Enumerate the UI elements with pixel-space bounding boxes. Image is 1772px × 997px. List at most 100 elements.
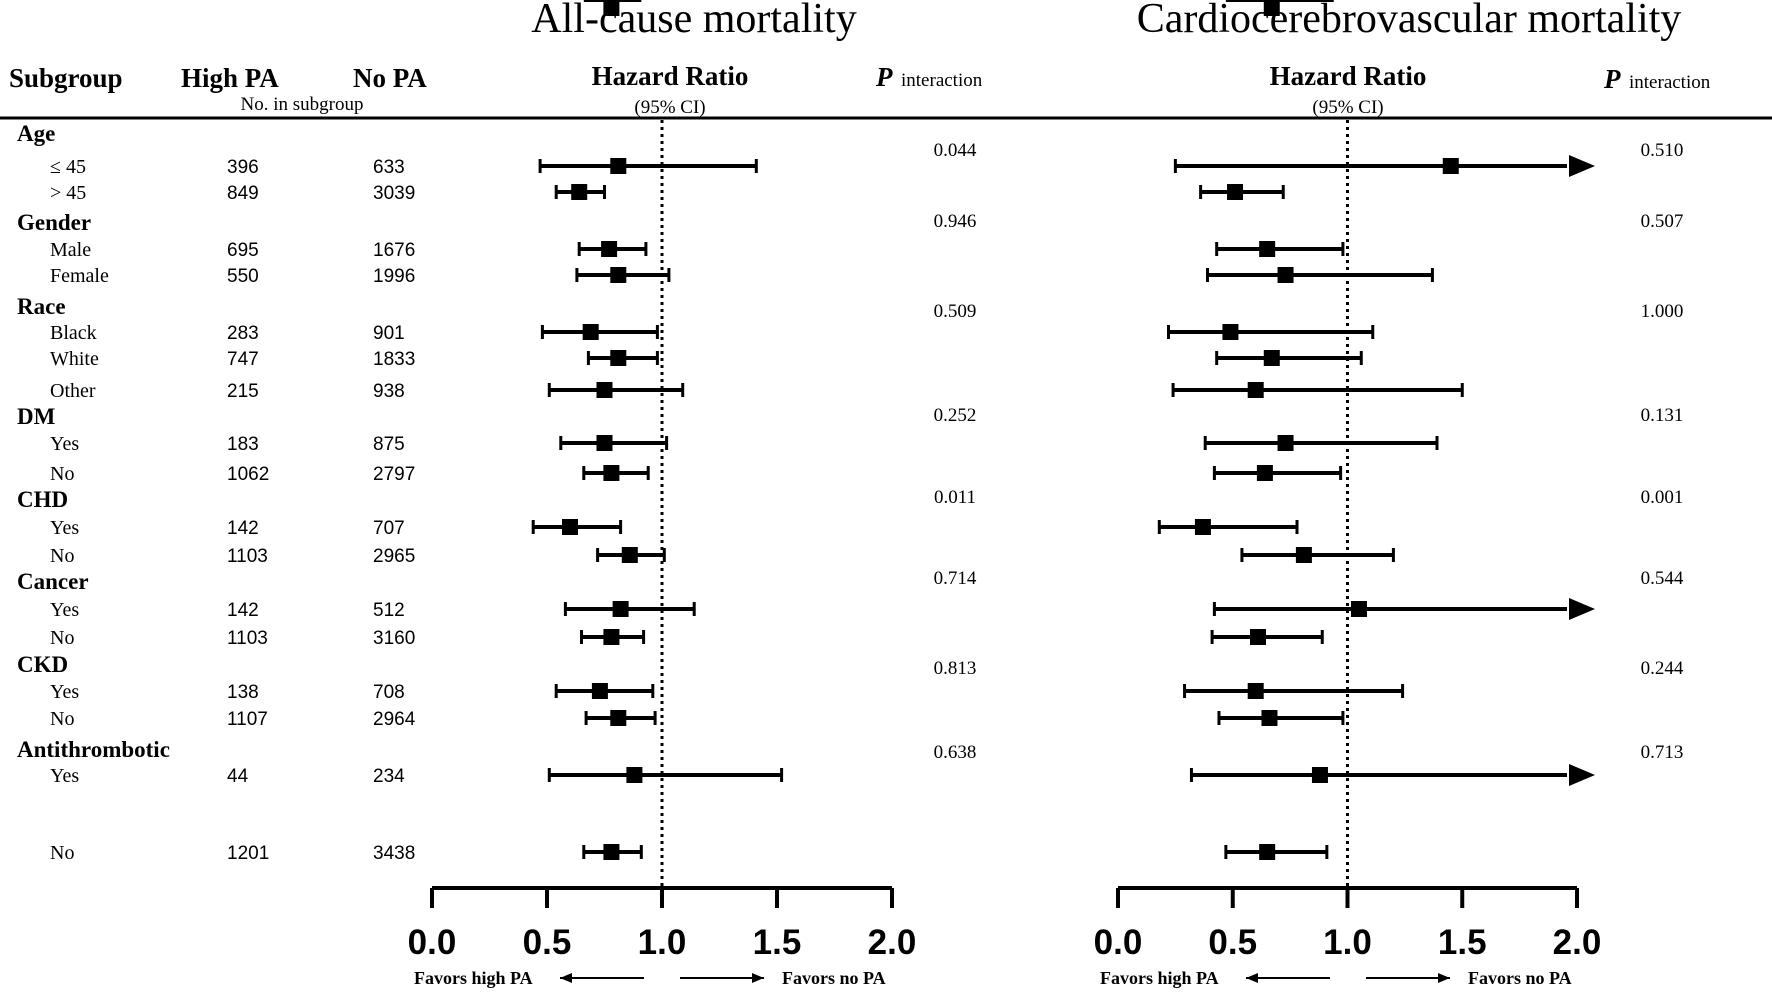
- subgroup-label: No: [50, 545, 74, 567]
- all-hazard-ratio-point: [591, 683, 608, 699]
- subgroup-label: White: [50, 348, 99, 370]
- high-pa-count: 550: [227, 266, 259, 287]
- all-ci-header: (95% CI): [634, 97, 705, 118]
- high-pa-count: 142: [227, 518, 259, 539]
- high-pa-count: 215: [227, 381, 259, 402]
- subgroup-label: No: [50, 463, 74, 485]
- all-hazard-ratio-point: [621, 547, 638, 563]
- subgroup-label: No: [50, 627, 74, 649]
- group-label: Antithrombotic: [17, 737, 170, 762]
- subgroup-label: Yes: [50, 765, 79, 787]
- all-hazard-ratio-point: [596, 435, 613, 451]
- group-label: Race: [17, 294, 66, 319]
- all-p-interaction-value: 0.714: [934, 568, 977, 589]
- group-label: Gender: [17, 210, 91, 235]
- high-pa-count: 1103: [227, 546, 268, 567]
- subgroup-label: Yes: [50, 433, 79, 455]
- all-hazard-ratio-header: Hazard Ratio: [592, 61, 749, 91]
- cv-favors-right-label: Favors no PA: [1468, 968, 1572, 988]
- cv-p-interaction-value: 0.001: [1641, 487, 1684, 508]
- cardio-title: Cardiocerebrovascular mortality: [1137, 0, 1682, 42]
- cv-hazard-ratio-point: [1295, 547, 1312, 563]
- cv-hazard-ratio-point: [1263, 0, 1280, 16]
- cv-hazard-ratio-point: [1247, 382, 1264, 398]
- cv-hazard-ratio-point: [1259, 844, 1276, 860]
- cv-p-header: P: [1603, 64, 1621, 94]
- all-p-interaction-header: interaction: [901, 70, 983, 91]
- subgroup-label: No: [50, 842, 74, 864]
- overall-label: Overall: [17, 0, 91, 5]
- all-hazard-ratio-point: [612, 601, 629, 617]
- high-pa-count: 138: [227, 682, 259, 703]
- subgroup-label: Yes: [50, 681, 79, 703]
- all-tick-label: 1.0: [638, 923, 687, 962]
- all-tick-label: 1.5: [753, 923, 802, 962]
- all-hazard-ratio-point: [603, 844, 620, 860]
- all-favors-left-label: Favors high PA: [414, 968, 533, 988]
- all-tick-label: 0.5: [523, 923, 572, 962]
- cv-favors-left-label: Favors high PA: [1100, 968, 1219, 988]
- no-pa-count: 3039: [373, 183, 415, 204]
- all-hazard-ratio-point: [626, 767, 643, 783]
- cv-p-interaction-value: 0.510: [1641, 140, 1684, 161]
- all-hazard-ratio-point: [562, 519, 578, 535]
- all-favors-right-label: Favors no PA: [782, 968, 886, 988]
- group-label: Cancer: [17, 569, 89, 594]
- no-pa-count: 938: [373, 381, 405, 402]
- cv-hazard-ratio-point: [1259, 241, 1276, 257]
- all-tick-label: 2.0: [868, 923, 917, 962]
- subgroup-label: No: [50, 708, 74, 730]
- cv-hazard-ratio-point: [1261, 710, 1278, 726]
- cv-ci-arrow: [1569, 155, 1595, 177]
- subgroup-label: Yes: [50, 599, 79, 621]
- cv-hazard-ratio-point: [1194, 519, 1211, 535]
- no-pa-count: 707: [373, 518, 405, 539]
- cv-p-interaction-value: 1.000: [1641, 301, 1684, 322]
- cv-tick-label: 2.0: [1553, 923, 1602, 962]
- all-hazard-ratio-point: [610, 267, 627, 283]
- subgroup-label: > 45: [50, 182, 86, 204]
- no-pa-count: 901: [373, 323, 405, 344]
- cv-hazard-ratio-point: [1350, 601, 1367, 617]
- all-hazard-ratio-point: [603, 629, 620, 645]
- all-p-interaction-value: 0.813: [934, 658, 977, 679]
- high-pa-count: 1107: [227, 709, 268, 730]
- cv-ci-arrow: [1569, 764, 1595, 786]
- cv-tick-label: 1.0: [1323, 923, 1372, 962]
- subgroup-label: Male: [50, 239, 91, 261]
- all-hazard-ratio-point: [596, 382, 613, 398]
- cv-hazard-ratio-point: [1222, 324, 1239, 340]
- no-pa-count: 875: [373, 434, 405, 455]
- cv-hazard-ratio-header: Hazard Ratio: [1270, 61, 1427, 91]
- high-pa-header: High PA: [181, 63, 279, 93]
- all-p-header: P: [875, 62, 893, 92]
- all-hazard-ratio-point: [571, 184, 588, 200]
- cv-hazard-ratio-point: [1249, 629, 1266, 645]
- no-pa-count: 3438: [373, 843, 415, 864]
- high-pa-count: 747: [227, 349, 259, 370]
- group-label: CHD: [17, 487, 68, 512]
- no-in-subgroup-label: No. in subgroup: [241, 94, 364, 115]
- cv-favors-right-arrowhead: [1438, 973, 1450, 983]
- cv-p-interaction-value: 0.507: [1641, 211, 1684, 232]
- group-label: DM: [17, 404, 56, 429]
- subgroup-label: ≤ 45: [50, 156, 86, 178]
- subgroup-header: Subgroup: [9, 63, 123, 93]
- high-pa-count: 183: [227, 434, 259, 455]
- all-p-interaction-value: 0.252: [934, 405, 977, 426]
- subgroup-label: Female: [50, 265, 109, 287]
- high-pa-count: 283: [227, 323, 259, 344]
- all-p-interaction-value: 0.044: [934, 140, 977, 161]
- no-pa-count: 3672: [373, 0, 415, 5]
- cv-tick-label: 0.0: [1094, 923, 1143, 962]
- cv-hazard-ratio-point: [1263, 350, 1280, 366]
- no-pa-count: 2797: [373, 464, 415, 485]
- cv-ci-header: (95% CI): [1312, 97, 1383, 118]
- cv-tick-label: 0.5: [1208, 923, 1257, 962]
- all-p-interaction-value: 0.638: [934, 742, 977, 763]
- no-pa-header: No PA: [353, 63, 427, 93]
- no-pa-count: 3160: [373, 628, 415, 649]
- cv-p-interaction-value: 0.544: [1641, 568, 1684, 589]
- no-pa-count: 708: [373, 682, 405, 703]
- no-pa-count: 633: [373, 157, 405, 178]
